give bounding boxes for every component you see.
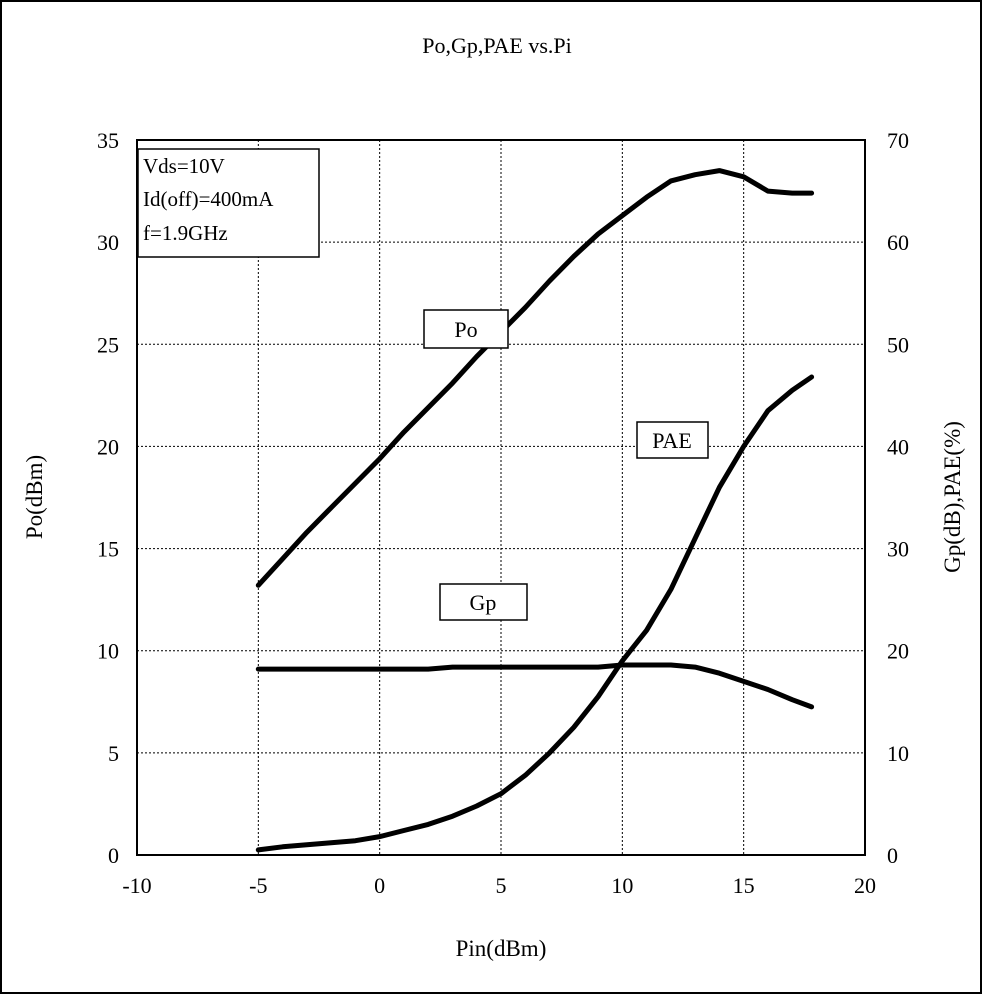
y-left-tick-label: 15 [97,537,119,562]
y-right-tick-label: 60 [887,230,909,255]
condition-vds: Vds=10V [143,154,225,178]
pae-callout-frame [636,421,709,459]
series-line-gp [255,662,815,710]
series-lines [255,168,815,853]
pae-callout-label: PAE [652,428,692,453]
gp-callout-frame [439,583,528,621]
conditions-box: Vds=10V Id(off)=400mA f=1.9GHz [137,148,320,258]
x-tick-label: 5 [496,873,507,898]
y-right-tick-label: 20 [887,639,909,664]
y-left-tick-label: 5 [108,741,119,766]
y-right-tick-label: 50 [887,332,909,357]
x-axis-label: Pin(dBm) [456,936,547,961]
y-axis-left-label: Po(dBm) [22,455,47,539]
series-line-po [255,168,815,588]
y-right-tick-label: 10 [887,741,909,766]
chart-title: Po,Gp,PAE vs.Pi [422,33,572,58]
conditions-box-frame [137,148,320,258]
po-callout-frame [423,309,509,349]
y-right-tick-label: 70 [887,128,909,153]
y-left-tick-label: 10 [97,639,119,664]
x-tick-label: -5 [249,873,267,898]
x-tick-label: 0 [374,873,385,898]
condition-id-off: Id(off)=400mA [143,187,274,211]
plot-area-border [136,139,866,856]
series-line-pae [255,374,815,853]
y-left-tick-label: 30 [97,230,119,255]
tick-labels: -10 -5 0 5 10 15 20 0 5 10 15 20 25 30 35 0 10 20 30 40 50 60… [97,128,909,898]
x-tick-label: 20 [854,873,876,898]
y-left-tick-label: 25 [97,332,119,357]
grid-lines [137,140,865,855]
y-left-tick-label: 20 [97,434,119,459]
x-tick-label: 10 [611,873,633,898]
y-left-tick-label: 35 [97,128,119,153]
y-axis-right-label: Gp(dB),PAE(%) [940,421,965,573]
gp-callout: Gp [439,583,528,621]
y-right-tick-label: 30 [887,537,909,562]
y-right-tick-label: 0 [887,843,898,868]
po-callout-label: Po [454,317,477,342]
y-right-tick-label: 40 [887,434,909,459]
gp-callout-label: Gp [470,590,497,615]
x-tick-label: -10 [122,873,151,898]
y-left-tick-label: 0 [108,843,119,868]
po-callout: Po [423,309,509,349]
x-tick-label: 15 [733,873,755,898]
pae-callout: PAE [636,421,709,459]
condition-frequency: f=1.9GHz [143,221,228,245]
